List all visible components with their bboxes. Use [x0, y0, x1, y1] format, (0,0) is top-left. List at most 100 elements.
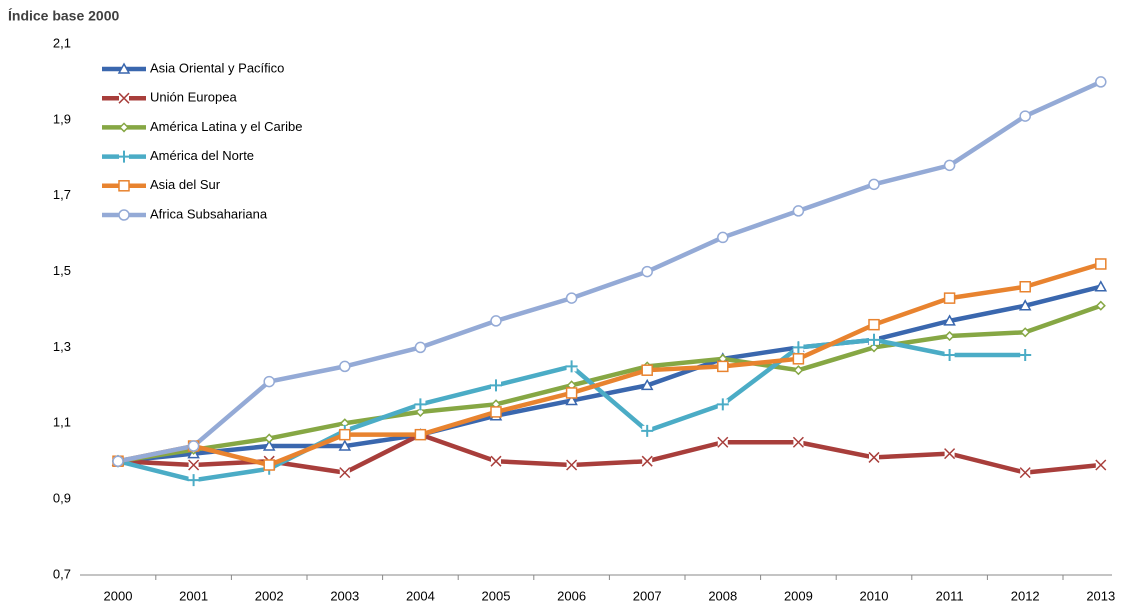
x-tick-label: 2005: [482, 588, 511, 603]
marker-shape: [263, 459, 275, 471]
legend-label: Asia Oriental y Pacífico: [150, 60, 284, 75]
legend-label: Unión Europea: [150, 90, 237, 105]
marker-shape: [338, 439, 352, 451]
marker-shape: [339, 428, 351, 441]
x-tick-label: 2007: [633, 588, 662, 603]
marker-shape: [868, 451, 880, 463]
legend-label: Africa Subsahariana: [150, 206, 268, 221]
marker-shape: [339, 467, 351, 479]
data-point: [717, 436, 729, 448]
data-point: [793, 365, 804, 376]
marker-shape: [1019, 110, 1031, 122]
marker-shape: [943, 292, 956, 304]
data-point: [792, 353, 805, 365]
data-point: [490, 455, 502, 467]
marker-shape: [1095, 258, 1107, 270]
data-point: [338, 439, 352, 451]
marker-shape: [565, 292, 578, 304]
data-point: [490, 379, 502, 392]
marker-shape: [868, 333, 880, 346]
marker-shape: [641, 364, 653, 376]
legend-label: América Latina y el Caribe: [150, 119, 302, 134]
legend-label: América del Norte: [150, 148, 254, 163]
marker-shape: [717, 231, 729, 244]
marker-shape: [117, 62, 131, 74]
data-point: [1094, 280, 1108, 292]
marker-shape: [565, 387, 578, 399]
marker-shape: [944, 448, 956, 460]
legend-marker: [118, 180, 130, 192]
data-point: [565, 387, 578, 399]
marker-shape: [118, 150, 130, 163]
marker-shape: [118, 209, 130, 221]
marker-shape: [565, 393, 578, 406]
marker-shape: [793, 365, 804, 376]
data-point: [868, 342, 880, 353]
x-tick-label: 2004: [406, 588, 435, 603]
marker-shape: [1019, 280, 1031, 293]
marker-shape: [490, 406, 502, 418]
series-line: [117, 284, 1102, 464]
y-tick-label: 1,3: [53, 339, 71, 354]
marker-shape: [1095, 300, 1106, 311]
data-point: [1095, 76, 1107, 88]
data-point: [868, 333, 880, 346]
marker-shape: [1019, 349, 1032, 362]
marker-shape: [490, 315, 502, 327]
legend-marker: [118, 122, 130, 133]
data-point: [415, 406, 426, 417]
data-point: [641, 424, 654, 437]
data-point: [188, 459, 200, 471]
data-point: [717, 360, 729, 373]
marker-shape: [414, 341, 427, 354]
x-tick-label: 2008: [708, 588, 737, 603]
data-point: [262, 439, 276, 451]
data-point: [944, 448, 956, 460]
data-point: [490, 406, 502, 418]
y-tick-label: 2,1: [53, 35, 71, 50]
marker-shape: [868, 318, 880, 331]
marker-shape: [187, 474, 200, 487]
data-point: [339, 467, 351, 479]
marker-shape: [187, 440, 200, 452]
marker-shape: [414, 428, 427, 441]
data-point: [1095, 300, 1106, 311]
marker-shape: [641, 424, 654, 437]
series-line: [117, 261, 1102, 468]
y-tick-label: 1,7: [53, 187, 71, 202]
data-point: [868, 178, 880, 191]
marker-shape: [944, 330, 955, 342]
x-tick-label: 2006: [557, 588, 586, 603]
marker-shape: [1018, 299, 1032, 311]
marker-shape: [717, 436, 729, 448]
data-point: [490, 315, 502, 327]
data-point: [943, 159, 956, 172]
y-tick-label: 1,5: [53, 263, 71, 278]
marker-shape: [339, 360, 351, 373]
data-point: [263, 459, 275, 471]
marker-shape: [414, 398, 427, 411]
data-point: [717, 231, 729, 244]
y-tick-label: 0,9: [53, 491, 71, 506]
marker-shape: [566, 459, 578, 471]
x-tick-label: 2000: [104, 588, 133, 603]
legend-marker: [118, 150, 130, 163]
chart-title: Índice base 2000: [8, 8, 120, 24]
data-point: [414, 398, 427, 411]
marker-shape: [112, 455, 124, 467]
x-tick-label: 2003: [330, 588, 359, 603]
data-point: [112, 455, 124, 467]
x-tick-label: 2002: [255, 588, 284, 603]
data-point: [792, 205, 805, 217]
data-point: [1019, 110, 1031, 122]
marker-shape: [1095, 76, 1107, 88]
marker-shape: [792, 341, 805, 354]
data-point: [565, 292, 578, 304]
legend-marker: [118, 209, 130, 221]
series-line: [117, 79, 1102, 464]
data-point: [263, 375, 275, 388]
data-point: [868, 451, 880, 463]
data-point: [565, 360, 578, 373]
marker-shape: [868, 178, 880, 191]
data-point: [943, 292, 956, 304]
